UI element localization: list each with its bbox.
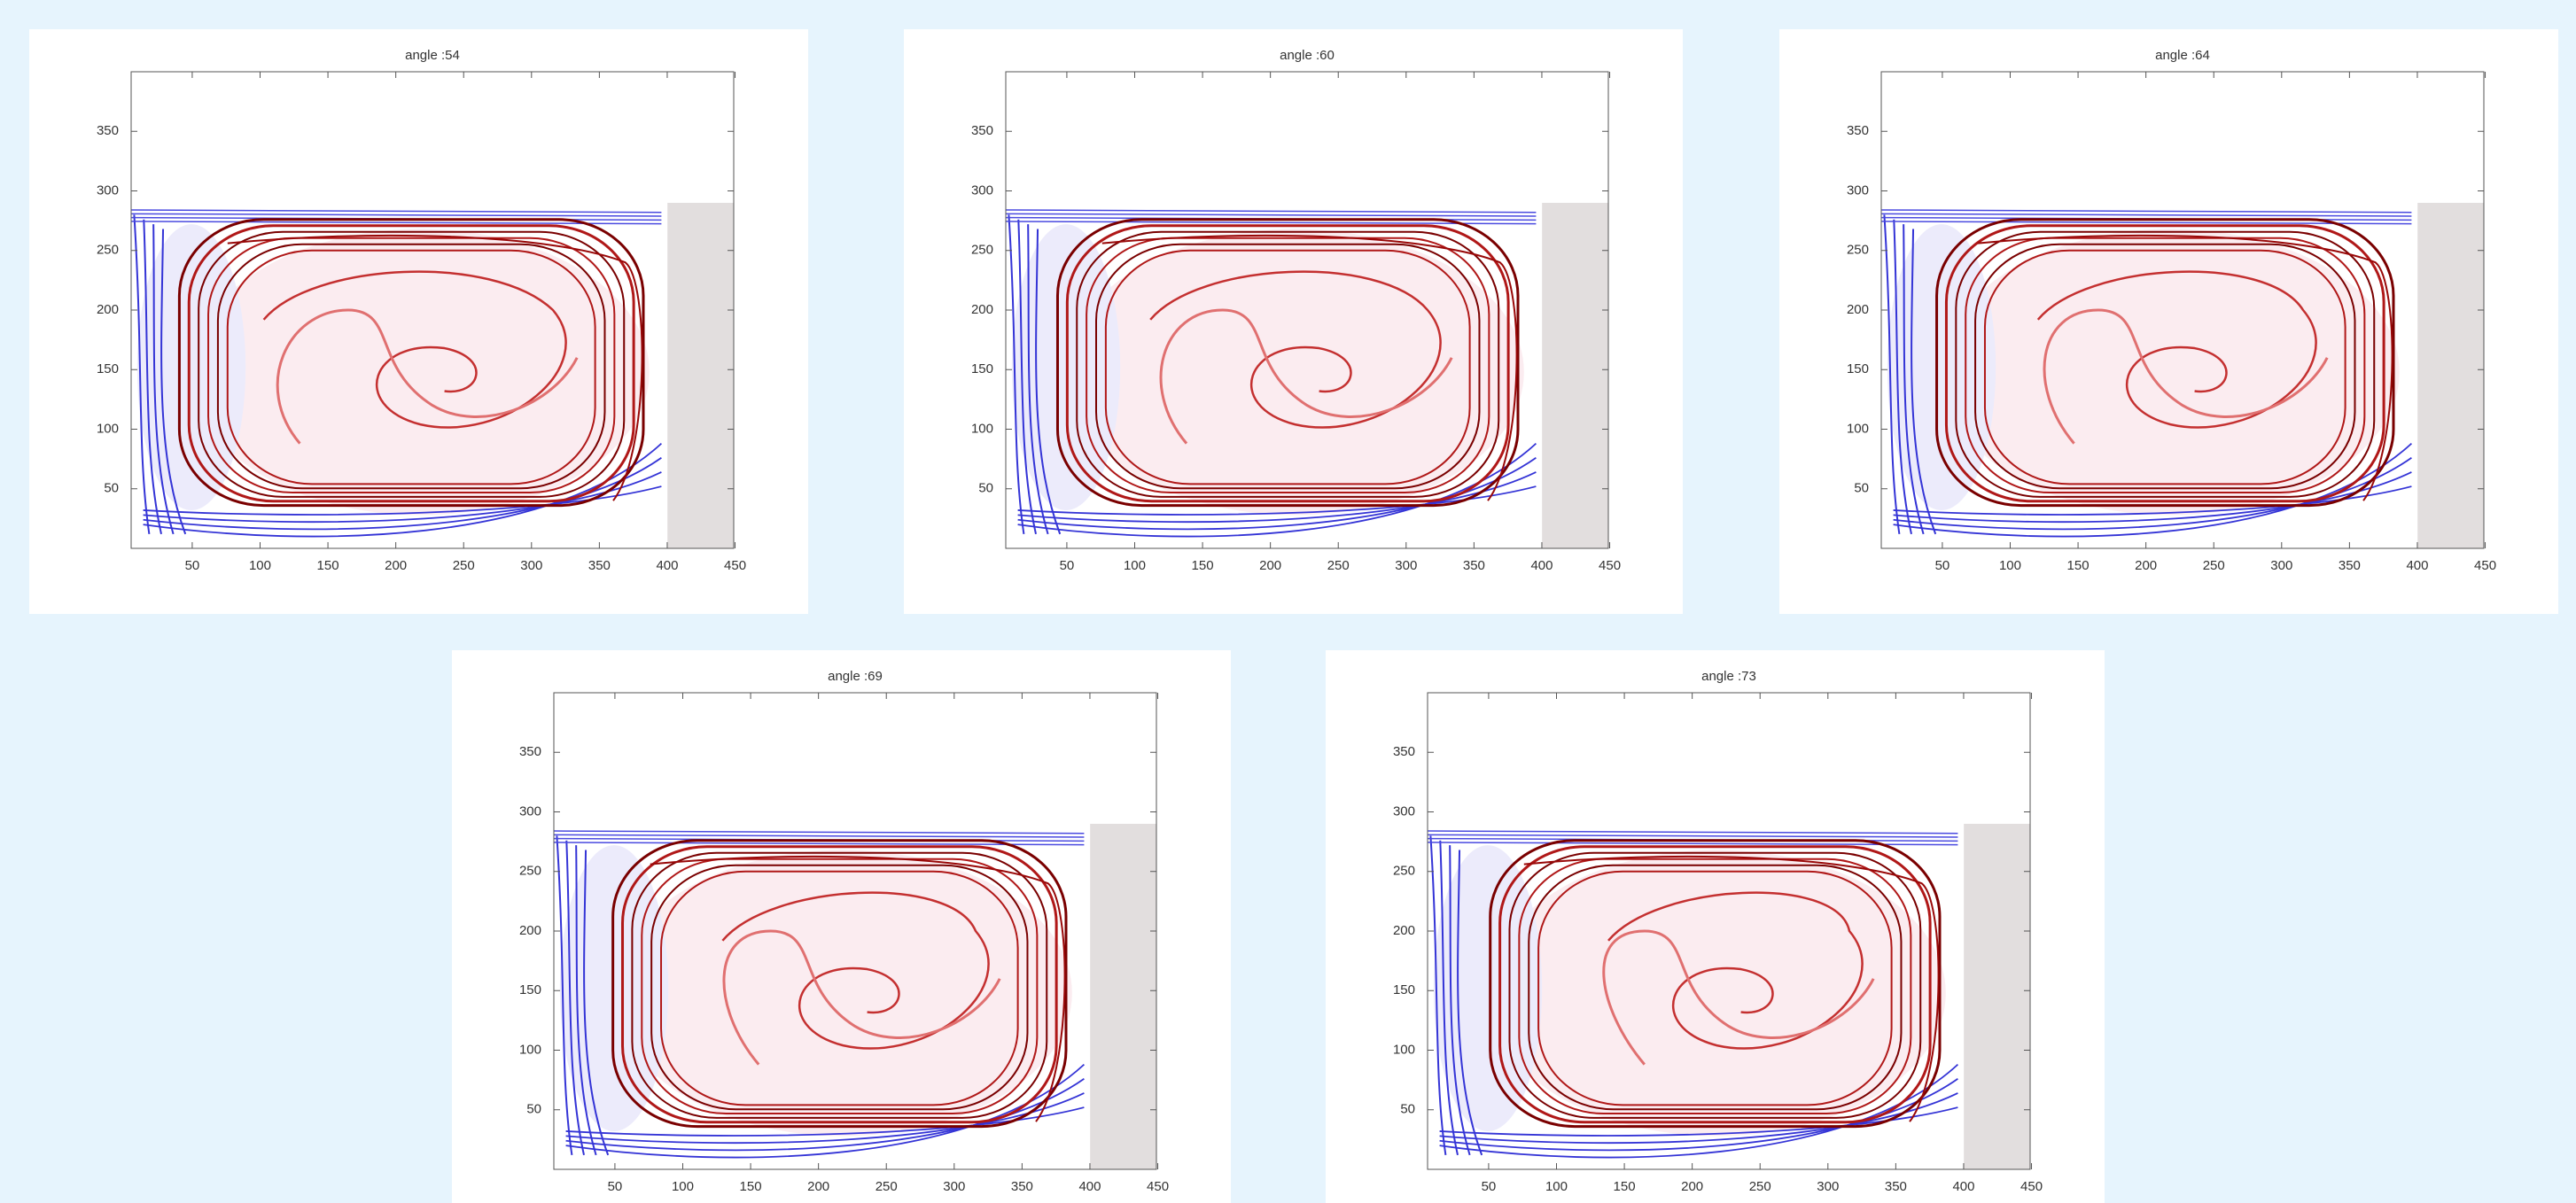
x-tick-label: 400 [656, 558, 678, 573]
y-tick-label: 200 [971, 302, 993, 317]
x-tick-label: 100 [1545, 1179, 1568, 1194]
x-tick-label: 200 [807, 1179, 829, 1194]
x-tick-label: 250 [876, 1179, 898, 1194]
field-tint [1488, 850, 1946, 1137]
x-tick-label: 100 [672, 1179, 694, 1194]
y-tick-label: 250 [97, 243, 119, 258]
y-tick-label: 100 [519, 1042, 541, 1057]
chart-title: angle :69 [828, 669, 883, 684]
x-tick-label: 300 [943, 1179, 965, 1194]
x-tick-label: 300 [1395, 558, 1417, 573]
x-tick-label: 150 [317, 558, 339, 573]
x-tick-label: 450 [1599, 558, 1621, 573]
x-tick-label: 350 [588, 558, 611, 573]
x-tick-label: 200 [1681, 1179, 1703, 1194]
y-tick-label: 300 [1393, 803, 1415, 819]
x-tick-label: 150 [1192, 558, 1214, 573]
x-tick-label: 250 [1749, 1179, 1771, 1194]
x-tick-label: 400 [2406, 558, 2428, 573]
panel: angle :69 50 100 150 200 250 300 350 400 450 50 100… [452, 650, 1231, 1203]
y-tick-label: 350 [1847, 123, 1869, 138]
x-tick-label: 350 [1885, 1179, 1907, 1194]
y-tick-label: 100 [971, 421, 993, 436]
y-tick-label: 100 [97, 421, 119, 436]
panel: angle :54 50 100 150 200 250 300 350 400 450 50 100… [29, 29, 808, 614]
obstacle [1964, 824, 2030, 1169]
x-tick-label: 50 [185, 558, 200, 573]
figure-grid: angle :54 50 100 150 200 250 300 350 400 450 50 100… [0, 0, 2576, 1203]
x-tick-label: 50 [1482, 1179, 1497, 1194]
y-tick-label: 100 [1393, 1042, 1415, 1057]
panel: angle :64 50 100 150 200 250 300 350 400 450 50 100… [1779, 29, 2558, 614]
y-tick-label: 150 [1847, 361, 1869, 376]
chart-title: angle :64 [2155, 48, 2210, 63]
y-tick-label: 150 [519, 982, 541, 997]
x-tick-label: 400 [1078, 1179, 1101, 1194]
x-tick-label: 350 [2339, 558, 2361, 573]
y-tick-label: 250 [519, 864, 541, 879]
x-tick-label: 50 [1935, 558, 1950, 573]
x-tick-label: 450 [724, 558, 746, 573]
obstacle [1090, 824, 1156, 1169]
x-tick-label: 450 [2474, 558, 2496, 573]
y-tick-label: 50 [978, 481, 993, 496]
y-tick-label: 350 [97, 123, 119, 138]
y-tick-label: 250 [1393, 864, 1415, 879]
y-tick-label: 200 [1393, 923, 1415, 938]
y-tick-label: 50 [104, 481, 119, 496]
x-tick-label: 350 [1463, 558, 1485, 573]
y-tick-label: 200 [97, 302, 119, 317]
obstacle [667, 203, 734, 548]
x-tick-label: 50 [608, 1179, 623, 1194]
chart-title: angle :73 [1701, 669, 1756, 684]
y-tick-label: 350 [1393, 744, 1415, 759]
y-tick-label: 300 [1847, 182, 1869, 198]
x-tick-label: 450 [2020, 1179, 2043, 1194]
x-tick-label: 250 [2203, 558, 2225, 573]
x-tick-label: 300 [520, 558, 542, 573]
y-tick-label: 250 [971, 243, 993, 258]
y-tick-label: 300 [97, 182, 119, 198]
x-tick-label: 50 [1060, 558, 1075, 573]
x-tick-label: 150 [1614, 1179, 1636, 1194]
x-tick-label: 400 [1952, 1179, 1974, 1194]
x-tick-label: 150 [2067, 558, 2090, 573]
x-tick-label: 100 [1124, 558, 1146, 573]
x-tick-label: 350 [1011, 1179, 1033, 1194]
x-tick-label: 300 [1817, 1179, 1839, 1194]
y-tick-label: 200 [1847, 302, 1869, 317]
x-tick-label: 200 [1259, 558, 1281, 573]
panel: angle :73 50 100 150 200 250 300 350 400 450 50 100… [1326, 650, 2105, 1203]
y-tick-label: 50 [1854, 481, 1869, 496]
y-tick-label: 150 [971, 361, 993, 376]
y-tick-label: 350 [519, 744, 541, 759]
x-tick-label: 400 [1530, 558, 1553, 573]
obstacle [1542, 203, 1608, 548]
x-tick-label: 300 [2270, 558, 2292, 573]
y-tick-label: 200 [519, 923, 541, 938]
y-tick-label: 100 [1847, 421, 1869, 436]
x-tick-label: 200 [2135, 558, 2157, 573]
x-tick-label: 200 [385, 558, 407, 573]
x-tick-label: 450 [1147, 1179, 1169, 1194]
y-tick-label: 300 [971, 182, 993, 198]
x-tick-label: 250 [1327, 558, 1350, 573]
obstacle [2417, 203, 2484, 548]
y-tick-label: 150 [97, 361, 119, 376]
x-tick-label: 100 [249, 558, 271, 573]
page: angle :54 50 100 150 200 250 300 350 400 450 50 100… [0, 0, 2576, 1203]
y-tick-label: 300 [519, 803, 541, 819]
x-tick-label: 100 [1999, 558, 2021, 573]
y-tick-label: 250 [1847, 243, 1869, 258]
y-tick-label: 350 [971, 123, 993, 138]
y-tick-label: 150 [1393, 982, 1415, 997]
panel: angle :60 50 100 150 200 250 300 350 400 450 50 100… [904, 29, 1683, 614]
x-tick-label: 250 [453, 558, 475, 573]
x-tick-label: 150 [740, 1179, 762, 1194]
chart-title: angle :54 [405, 48, 460, 63]
y-tick-label: 50 [526, 1102, 541, 1117]
y-tick-label: 50 [1400, 1102, 1415, 1117]
chart-title: angle :60 [1280, 48, 1335, 63]
